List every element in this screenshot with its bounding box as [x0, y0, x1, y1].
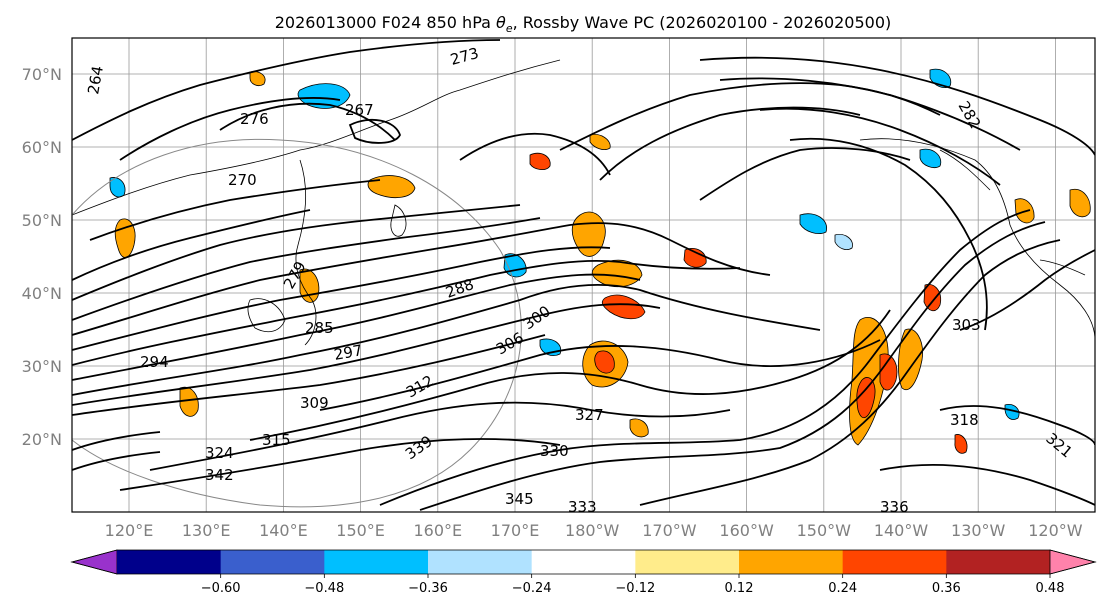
- lon-label: 130°E: [182, 521, 231, 540]
- warm-anomaly: [879, 353, 898, 391]
- title-subscript: e: [506, 22, 513, 35]
- map-frame: [71, 37, 1096, 513]
- lat-label: 60°N: [22, 138, 62, 157]
- contour-label: 303: [952, 316, 981, 334]
- theta-e-contours: [72, 39, 1095, 511]
- warm-anomaly: [683, 247, 707, 268]
- colorbar-tick-label: −0.60: [201, 581, 241, 596]
- lon-label: 160°E: [413, 521, 462, 540]
- contour-label: 267: [345, 101, 374, 119]
- contour-label: 345: [505, 490, 534, 508]
- colorbar-segment: [220, 550, 325, 574]
- map-panel: 264 267 270 273 276 279 282 285 288 294 …: [71, 37, 1096, 516]
- contour-label: 318: [950, 411, 979, 429]
- coastlines: [72, 59, 1095, 346]
- colorbar-extend-min: [70, 549, 118, 575]
- warm-anomaly: [594, 350, 615, 374]
- warm-anomaly: [954, 434, 968, 454]
- projection-circle: [72, 138, 522, 508]
- colorbar-segment: [324, 550, 429, 574]
- colorbar-tick-label: 0.12: [725, 581, 754, 596]
- colorbar-tick-label: 0.36: [932, 581, 961, 596]
- warm-anomaly: [1069, 188, 1091, 218]
- warm-anomaly: [367, 175, 416, 199]
- warm-anomaly: [179, 386, 199, 417]
- contour-label: 294: [140, 353, 169, 371]
- latitude-labels: 70°N 60°N 50°N 40°N 30°N 20°N: [22, 65, 62, 449]
- colorbar-tick-label: −0.24: [512, 581, 552, 596]
- colorbar-segment: [635, 550, 740, 574]
- contour-label: 285: [305, 319, 334, 337]
- lon-label: 120°E: [105, 521, 154, 540]
- colorbar-segment: [428, 550, 533, 574]
- colorbar-tick-labels: −0.60 −0.48 −0.36 −0.24 −0.12 0.12 0.24 0.36 0.4…: [201, 574, 1065, 596]
- warm-anomaly: [589, 133, 611, 150]
- title-prefix: 2026013000 F024 850 hPa: [275, 13, 496, 32]
- title-suffix: , Rossby Wave PC (2026020100 - 202602050…: [513, 13, 892, 32]
- lon-label: 170°E: [491, 521, 540, 540]
- lon-label: 150°W: [797, 521, 852, 540]
- colorbar-segment: [739, 550, 844, 574]
- colorbar-segment: [842, 550, 947, 574]
- lat-label: 20°N: [22, 430, 62, 449]
- colorbar-segment: [946, 550, 1051, 574]
- contour-label: 324: [205, 444, 234, 462]
- colorbar: [70, 549, 1097, 575]
- contour-label: 315: [262, 431, 291, 449]
- contour-label: 309: [300, 394, 329, 412]
- colorbar-segment: [531, 550, 636, 574]
- warm-anomaly: [249, 71, 266, 86]
- contour-label: 333: [568, 498, 597, 516]
- cool-anomaly: [919, 148, 942, 168]
- contour-label: 327: [575, 406, 604, 424]
- contour-label: 270: [228, 171, 257, 189]
- lon-label: 130°W: [951, 521, 1006, 540]
- contour-label: 276: [240, 110, 269, 128]
- lon-label: 180°W: [565, 521, 620, 540]
- lon-label: 160°W: [719, 521, 774, 540]
- cool-anomaly: [1004, 403, 1020, 420]
- colorbar-tick-label: −0.12: [615, 581, 655, 596]
- warm-anomaly: [629, 418, 649, 438]
- colorbar-tick-label: 0.24: [828, 581, 857, 596]
- lon-label: 140°W: [874, 521, 929, 540]
- cool-anomaly: [834, 233, 853, 250]
- longitude-labels: 120°E 130°E 140°E 150°E 160°E 170°E 180°W 170°W…: [105, 521, 1083, 540]
- colorbar-tick-label: 0.48: [1036, 581, 1065, 596]
- colorbar-segment: [117, 550, 222, 574]
- colorbar-tick-label: −0.48: [304, 581, 344, 596]
- figure-title: 2026013000 F024 850 hPa θe, Rossby Wave …: [275, 13, 892, 35]
- lat-label: 70°N: [22, 65, 62, 84]
- lat-label: 40°N: [22, 284, 62, 303]
- contour-label: 336: [880, 498, 909, 516]
- colorbar-tick-label: −0.36: [408, 581, 448, 596]
- cool-anomaly: [297, 83, 351, 109]
- cool-anomaly: [109, 177, 126, 198]
- contour-label: 297: [333, 341, 364, 364]
- cool-anomaly: [799, 213, 828, 234]
- warm-anomaly: [923, 284, 942, 312]
- lon-label: 150°E: [336, 521, 385, 540]
- lon-label: 120°W: [1028, 521, 1083, 540]
- contour-label: 330: [540, 442, 569, 460]
- contour-label: 342: [205, 466, 234, 484]
- colorbar-extend-max: [1049, 549, 1097, 575]
- contour-label: 264: [84, 64, 107, 95]
- warm-anomaly: [529, 152, 551, 170]
- colorbar-outline: [70, 549, 1097, 575]
- lon-label: 140°E: [259, 521, 308, 540]
- lat-label: 30°N: [22, 357, 62, 376]
- lat-label: 50°N: [22, 211, 62, 230]
- lon-label: 170°W: [642, 521, 697, 540]
- title-symbol: θ: [496, 13, 506, 32]
